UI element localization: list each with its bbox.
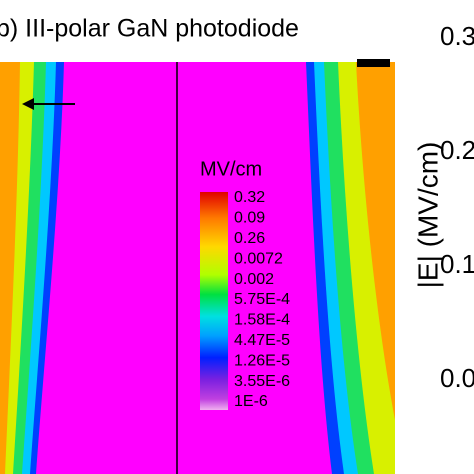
title: b) III-polar GaN photodiode (0, 15, 299, 43)
field-map (0, 59, 395, 474)
colorbar-label: 0.0072 (234, 250, 283, 267)
colorbar-label: 1.26E-5 (234, 352, 290, 369)
colorbar-label: 3.55E-6 (234, 373, 290, 390)
axis-label: |E| (MV/cm) (412, 142, 443, 289)
colorbar-label: 0.09 (234, 210, 265, 227)
right-axis-ticks: 0.3 0.2 0.1 0.0 (440, 21, 474, 393)
colorbar-label: 1E-6 (234, 393, 268, 410)
contact (357, 59, 390, 67)
tick-label: 0.2 (440, 135, 474, 165)
contour (0, 62, 20, 474)
arrow-head (22, 98, 34, 110)
colorbar-label: 0.26 (234, 230, 265, 247)
colorbar (200, 192, 228, 410)
colorbar-labels: 0.32 0.09 0.26 0.0072 0.002 5.75E-4 1.58E-4 4.4… (234, 189, 290, 410)
colorbar-label: 0.32 (234, 189, 265, 206)
colorbar-label: 0.002 (234, 271, 274, 288)
tick-label: 0.1 (440, 249, 474, 279)
tick-label: 0.0 (440, 363, 474, 393)
colorbar-label: 4.47E-5 (234, 332, 290, 349)
colorbar-unit: MV/cm (200, 158, 262, 180)
tick-label: 0.3 (440, 21, 474, 51)
colorbar-label: 1.58E-4 (234, 312, 290, 329)
colorbar-label: 5.75E-4 (234, 291, 290, 308)
contour (356, 62, 395, 420)
